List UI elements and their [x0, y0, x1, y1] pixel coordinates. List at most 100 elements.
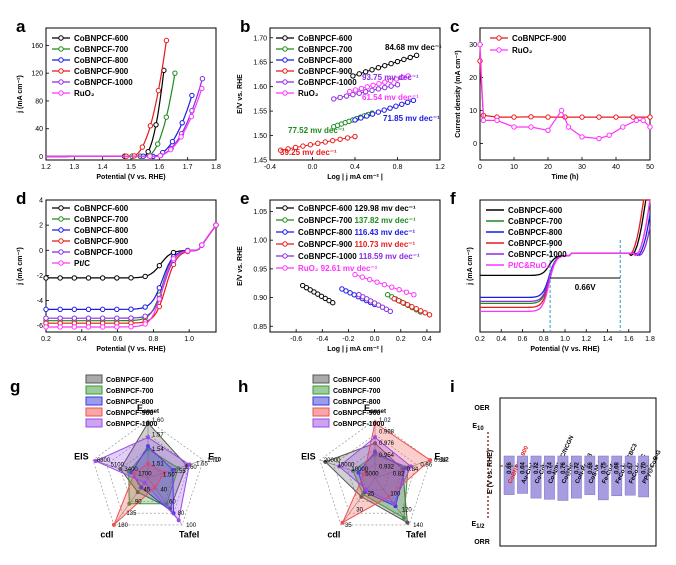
x-tick-label: 0 — [478, 164, 482, 171]
bar-value-label: 0.75 — [601, 462, 607, 474]
data-point — [404, 302, 411, 308]
x-tick-label: 0.4 — [422, 336, 432, 343]
radar-tick-label: 15000 — [338, 463, 355, 469]
y-axis-label: E/V vs. RHE — [237, 246, 244, 286]
radar-point — [373, 420, 377, 425]
data-point — [142, 273, 148, 280]
panel-a: 1.2 1.3 1.4 1.5 1.6 1.7 1.8 0 40 80 120 160 Potentia… — [16, 17, 221, 181]
panel-b: -0.4 0.0 0.4 0.8 1.2 1.45 1.50 1.55 1.60 1.65 1.70… — [237, 17, 445, 181]
data-point — [350, 73, 356, 79]
legend-marker — [58, 238, 64, 244]
legend-label: CoBNPCF-600 129.98 mv dec⁻¹ — [298, 204, 416, 213]
data-point — [494, 117, 500, 124]
radar-tick-label: 1.70 — [207, 458, 219, 464]
legend-label: CoBNPCF-1000 — [508, 250, 567, 259]
radar-tick-label: 140 — [413, 523, 424, 529]
data-point — [358, 115, 364, 121]
data-point — [329, 137, 336, 144]
bar-value-label: 0.72 — [574, 462, 580, 474]
legend-label: CoBNPCF-800 — [106, 399, 154, 406]
data-point — [307, 142, 314, 148]
radar-tick-label: 20000 — [324, 458, 341, 464]
plot-frame — [479, 27, 651, 161]
radar-point — [361, 472, 366, 477]
legend-marker — [58, 227, 64, 233]
data-point — [57, 275, 63, 281]
y-tick-label: 40 — [35, 126, 43, 133]
data-point — [155, 87, 162, 94]
data-point — [480, 117, 487, 124]
data-point — [199, 76, 206, 82]
data-point — [422, 310, 428, 316]
radar-point — [373, 449, 377, 454]
data-point — [356, 291, 362, 298]
radar-tick-label: 5000 — [365, 472, 379, 478]
data-point — [369, 111, 376, 117]
plot-frame — [269, 199, 441, 333]
data-point — [375, 86, 382, 92]
data-point — [396, 286, 402, 293]
data-point — [388, 83, 394, 89]
radar-tick-label: 1.55 — [174, 469, 186, 475]
radar-point — [176, 518, 181, 523]
data-point — [352, 117, 358, 123]
bar — [544, 455, 555, 500]
data-point — [352, 87, 359, 93]
y-tick-label: 0.85 — [253, 324, 267, 331]
data-point — [405, 73, 411, 79]
data-point — [413, 306, 419, 312]
radar-point — [405, 520, 410, 525]
y-axis-label: E/V vs. RHE — [237, 74, 244, 114]
data-point — [379, 304, 386, 310]
data-point — [359, 274, 366, 280]
legend-label: CoBNPCF-600 — [74, 204, 129, 213]
data-point — [409, 304, 415, 310]
data-point — [330, 300, 336, 306]
data-point — [477, 58, 483, 64]
legend-label: CoBNPCF-900 — [333, 410, 381, 417]
bar-value-label: 0.64 — [521, 462, 527, 474]
radar-axis-name: E10 — [208, 451, 221, 463]
data-point — [545, 127, 551, 134]
data-point — [375, 64, 382, 71]
x-axis-label: Log | j mA cm⁻² | — [327, 174, 383, 181]
radar-axis-name: cdl — [327, 530, 340, 540]
data-point — [85, 275, 92, 281]
x-tick-label: 1.5 — [126, 164, 136, 171]
radar-tick-label: 100 — [390, 492, 401, 498]
data-point — [128, 315, 134, 321]
y-axis-label: Current density (mA cm⁻²) — [455, 50, 462, 137]
data-point — [389, 284, 395, 290]
y-tick-label: -2 — [37, 273, 43, 280]
data-point — [71, 315, 78, 321]
series-line — [479, 44, 651, 140]
panel-d: 0.2 0.4 0.6 0.8 1.0 -6 -4 -2 0 2 4 Potential (V vs.… — [16, 189, 219, 353]
slope-label: 71.85 mv dec⁻¹ — [383, 114, 440, 123]
panel-letter: f — [450, 189, 456, 208]
data-point — [57, 306, 63, 313]
x-tick-label: 0.8 — [149, 336, 159, 343]
data-point — [99, 275, 106, 281]
data-point — [285, 146, 291, 152]
data-point — [606, 132, 612, 138]
radar-point — [146, 420, 150, 425]
y-tick-label: 20 — [469, 75, 477, 82]
y-tick-label: 1.65 — [253, 60, 267, 67]
y-tick-label: 0 — [39, 154, 43, 161]
x-tick-label: 1.0 — [560, 336, 570, 343]
radar-point — [386, 494, 391, 499]
legend-label: CoBNPCF-800 — [74, 56, 129, 65]
data-point — [367, 276, 373, 283]
series-line — [480, 199, 650, 277]
data-point — [647, 124, 653, 130]
legend-swatch — [312, 407, 330, 417]
x-tick-label: 1.4 — [98, 164, 108, 171]
bar — [557, 455, 569, 501]
e12-label: E1/2 — [471, 521, 485, 530]
x-tick-label: 0.0 — [308, 164, 318, 171]
oer-label: OER — [474, 405, 489, 412]
radar-point — [146, 461, 150, 466]
data-point — [337, 94, 343, 101]
legend-label: CoBNPCF-900 110.73 mv dec⁻¹ — [298, 240, 415, 249]
data-point — [43, 324, 49, 330]
